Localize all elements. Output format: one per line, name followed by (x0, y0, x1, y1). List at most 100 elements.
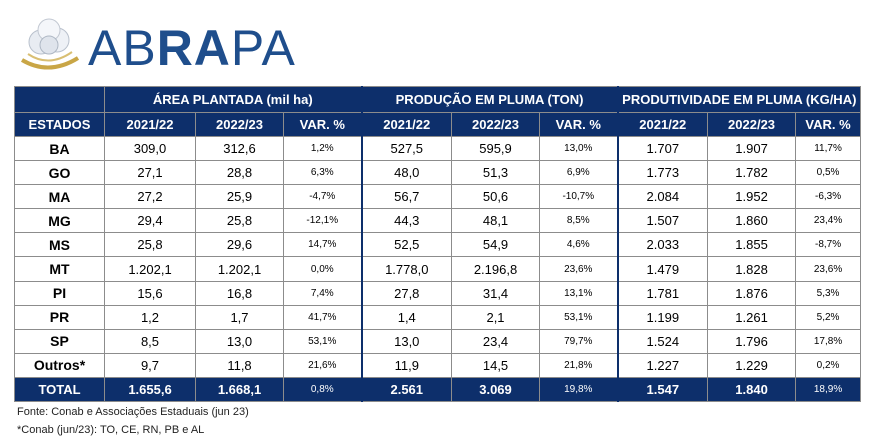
column-header: VAR. % (282, 112, 363, 137)
group-header-area: ÁREA PLANTADA (mil ha) (103, 86, 363, 113)
total-cell: 1.655,6 (104, 377, 196, 402)
total-cell: 1.547 (616, 377, 709, 402)
value-cell: 1.855 (707, 232, 797, 258)
source-footnote: Fonte: Conab e Associações Estaduais (ju… (17, 406, 249, 418)
value-cell: 28,8 (195, 160, 284, 186)
brand-name: ABRAPA (88, 20, 296, 76)
value-cell: 1.479 (616, 256, 709, 282)
value-cell: 1,2 (104, 304, 196, 330)
value-cell: 27,1 (104, 160, 196, 186)
value-cell: 0,5% (795, 160, 862, 186)
column-header: VAR. % (539, 112, 619, 137)
value-cell: 2.196,8 (451, 256, 541, 282)
total-label: TOTAL (14, 377, 105, 402)
column-header: 2021/22 (616, 112, 709, 137)
table-row: BA 309,0 312,6 1,2% 527,5 595,9 13,0% 1.707 1.90… (14, 135, 862, 162)
value-cell: 11,7% (795, 135, 862, 162)
value-cell: 1.773 (616, 160, 709, 186)
state-cell: MT (14, 256, 105, 282)
value-cell: 1.229 (707, 352, 797, 379)
value-cell: 1.707 (616, 135, 709, 162)
value-cell: 1,2% (282, 135, 363, 162)
value-cell: -10,7% (539, 184, 619, 210)
value-cell: 48,1 (451, 208, 541, 234)
value-cell: -6,3% (795, 184, 862, 210)
total-cell: 19,8% (539, 377, 619, 402)
column-header: ESTADOS (14, 112, 105, 137)
value-cell: 7,4% (282, 280, 363, 306)
value-cell: 21,6% (282, 352, 363, 379)
value-cell: 56,7 (360, 184, 453, 210)
value-cell: 14,7% (282, 232, 363, 258)
value-cell: 13,1% (539, 280, 619, 306)
value-cell: 1.782 (707, 160, 797, 186)
others-footnote: *Conab (jun/23): TO, CE, RN, PB e AL (17, 424, 205, 436)
group-header-productivity: PRODUTIVIDADE EM PLUMA (KG/HA) (616, 86, 862, 113)
value-cell: 1.796 (707, 328, 797, 354)
value-cell: 11,8 (195, 352, 284, 379)
state-cell: SP (14, 328, 105, 354)
table-row: GO 27,1 28,8 6,3% 48,0 51,3 6,9% 1.773 1.782 0,5% (14, 160, 862, 186)
total-cell: 1.840 (707, 377, 797, 402)
column-header: 2022/23 (451, 112, 541, 137)
value-cell: 5,3% (795, 280, 862, 306)
value-cell: 2.084 (616, 184, 709, 210)
table-row: PI 15,6 16,8 7,4% 27,8 31,4 13,1% 1.781 1.876 5,3… (14, 280, 862, 306)
value-cell: 29,6 (195, 232, 284, 258)
value-cell: 51,3 (451, 160, 541, 186)
value-cell: 44,3 (360, 208, 453, 234)
value-cell: 52,5 (360, 232, 453, 258)
value-cell: 8,5 (104, 328, 196, 354)
value-cell: 312,6 (195, 135, 284, 162)
value-cell: 1,4 (360, 304, 453, 330)
value-cell: 1.202,1 (195, 256, 284, 282)
table-row: Outros* 9,7 11,8 21,6% 11,9 14,5 21,8% 1.227 1.2… (14, 352, 862, 379)
state-cell: MA (14, 184, 105, 210)
value-cell: 54,9 (451, 232, 541, 258)
total-cell: 18,9% (795, 377, 862, 402)
value-cell: 2,1 (451, 304, 541, 330)
total-cell: 1.668,1 (195, 377, 284, 402)
value-cell: 16,8 (195, 280, 284, 306)
total-row: TOTAL 1.655,6 1.668,1 0,8% 2.561 3.069 1… (14, 377, 862, 402)
value-cell: -4,7% (282, 184, 363, 210)
column-header: 2021/22 (104, 112, 196, 137)
value-cell: 1.507 (616, 208, 709, 234)
value-cell: 79,7% (539, 328, 619, 354)
value-cell: 50,6 (451, 184, 541, 210)
value-cell: 1.781 (616, 280, 709, 306)
value-cell: 53,1% (539, 304, 619, 330)
value-cell: 2.033 (616, 232, 709, 258)
state-cell: PR (14, 304, 105, 330)
value-cell: 1.860 (707, 208, 797, 234)
value-cell: 6,9% (539, 160, 619, 186)
value-cell: 23,6% (539, 256, 619, 282)
state-cell: BA (14, 135, 105, 162)
value-cell: 48,0 (360, 160, 453, 186)
group-header-row: ÁREA PLANTADA (mil ha) PRODUÇÃO EM PLUMA… (14, 86, 862, 113)
state-cell: GO (14, 160, 105, 186)
column-header: 2021/22 (360, 112, 453, 137)
value-cell: 13,0 (360, 328, 453, 354)
value-cell: 1.524 (616, 328, 709, 354)
value-cell: 27,8 (360, 280, 453, 306)
value-cell: 8,5% (539, 208, 619, 234)
value-cell: 14,5 (451, 352, 541, 379)
column-header: VAR. % (795, 112, 862, 137)
value-cell: 1,7 (195, 304, 284, 330)
table-row: MT 1.202,1 1.202,1 0,0% 1.778,0 2.196,8 23,6% 1… (14, 256, 862, 282)
value-cell: 527,5 (360, 135, 453, 162)
value-cell: 25,8 (104, 232, 196, 258)
value-cell: 25,9 (195, 184, 284, 210)
value-cell: 1.828 (707, 256, 797, 282)
cotton-production-table: ÁREA PLANTADA (mil ha) PRODUÇÃO EM PLUMA… (14, 86, 862, 402)
group-header-production: PRODUÇÃO EM PLUMA (TON) (360, 86, 619, 113)
value-cell: -8,7% (795, 232, 862, 258)
value-cell: 29,4 (104, 208, 196, 234)
value-cell: 13,0 (195, 328, 284, 354)
value-cell: 5,2% (795, 304, 862, 330)
column-header-row: ESTADOS 2021/22 2022/23 VAR. % 2021/22 2… (14, 112, 862, 137)
value-cell: 1.202,1 (104, 256, 196, 282)
column-header: 2022/23 (707, 112, 797, 137)
cotton-boll-icon (20, 18, 80, 70)
